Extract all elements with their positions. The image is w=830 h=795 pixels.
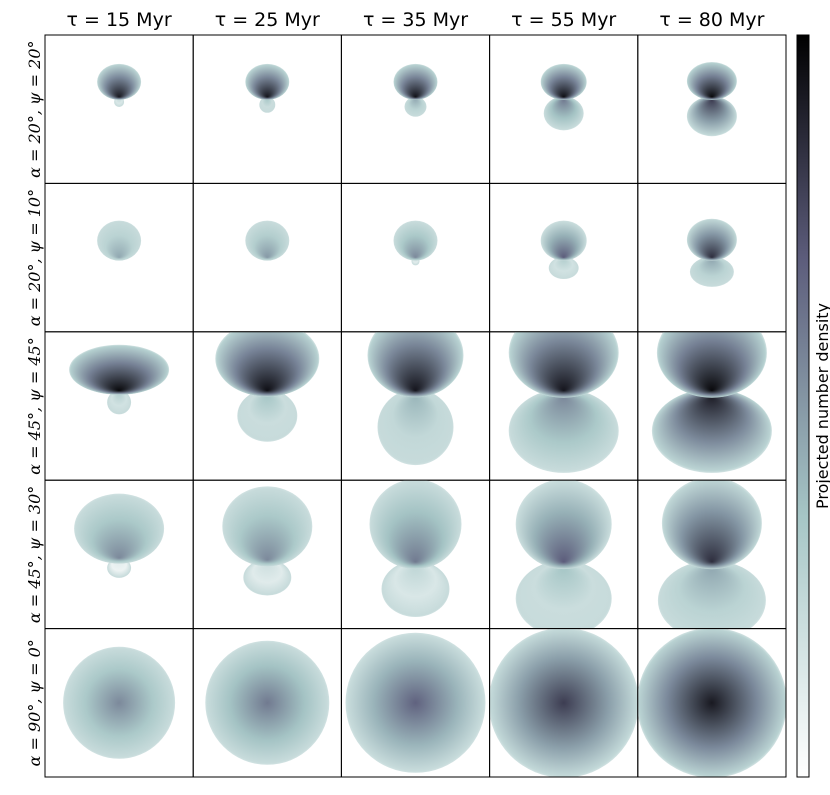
upper-lobe <box>97 220 142 261</box>
panel <box>489 34 639 184</box>
panel <box>340 331 491 481</box>
upper-lobe <box>367 331 464 398</box>
upper-lobe <box>661 480 762 570</box>
lower-lobe <box>404 96 427 117</box>
upper-lobe <box>540 220 587 261</box>
row-label: α = 20°, ψ = 20° <box>25 40 44 177</box>
upper-lobe <box>637 628 786 777</box>
panel-frame <box>44 34 194 184</box>
panel <box>192 479 342 630</box>
upper-lobe <box>393 220 438 261</box>
panel <box>192 331 342 481</box>
panel <box>340 479 491 630</box>
lower-lobe <box>657 560 766 629</box>
column-title: τ = 35 Myr <box>363 9 468 31</box>
panel <box>489 479 639 630</box>
column-title: τ = 15 Myr <box>67 9 172 31</box>
row-label: α = 45°, ψ = 30° <box>25 486 44 623</box>
upper-lobe <box>540 63 587 100</box>
lower-lobe <box>381 561 450 617</box>
lower-lobe <box>686 96 737 137</box>
row-label: α = 45°, ψ = 45° <box>25 337 44 474</box>
panel <box>44 34 194 184</box>
panel <box>44 479 194 630</box>
lower-lobe <box>651 388 772 473</box>
row-label: α = 90°, ψ = 0° <box>25 639 44 766</box>
upper-lobe <box>63 646 176 759</box>
panel <box>637 182 787 333</box>
upper-lobe <box>686 62 737 101</box>
lower-lobe <box>548 257 579 280</box>
panel <box>340 34 491 184</box>
panel <box>192 628 342 778</box>
upper-lobe <box>369 480 462 570</box>
column-title: τ = 25 Myr <box>215 9 320 31</box>
colorbar <box>796 34 810 778</box>
lower-lobe <box>508 388 619 473</box>
upper-lobe <box>245 63 290 100</box>
panel <box>340 182 491 333</box>
lower-lobe <box>243 559 292 596</box>
upper-lobe <box>508 331 619 398</box>
upper-lobe <box>222 486 313 567</box>
panel <box>489 628 639 778</box>
upper-lobe <box>345 632 486 773</box>
panels <box>44 34 787 778</box>
lower-lobe <box>107 390 132 415</box>
upper-lobe <box>205 640 330 765</box>
column-title: τ = 55 Myr <box>511 9 616 31</box>
column-title: τ = 80 Myr <box>659 9 764 31</box>
upper-lobe <box>97 63 142 100</box>
lower-lobe <box>259 96 276 113</box>
upper-lobe <box>74 493 165 564</box>
panel <box>44 331 194 481</box>
panel <box>489 182 639 333</box>
panel <box>44 628 194 778</box>
panel <box>192 182 342 333</box>
upper-lobe <box>686 218 737 261</box>
upper-lobe <box>489 628 638 777</box>
lower-lobe <box>237 389 298 442</box>
lower-lobe <box>543 96 584 131</box>
colorbar-label: Projected number density <box>813 303 830 509</box>
panel-frame <box>637 628 787 778</box>
upper-lobe <box>245 220 290 261</box>
upper-lobe <box>515 480 612 570</box>
lower-lobe <box>377 389 454 466</box>
upper-lobe <box>393 63 438 100</box>
lower-lobe <box>515 560 612 629</box>
upper-lobe <box>69 344 170 395</box>
panel <box>637 628 787 778</box>
panel <box>44 182 194 333</box>
lower-lobe <box>689 256 734 287</box>
panel <box>637 34 787 184</box>
panel <box>489 331 639 481</box>
row-label: α = 20°, ψ = 10° <box>25 189 44 326</box>
panel <box>637 331 787 481</box>
panel <box>192 34 342 184</box>
panel <box>637 479 787 630</box>
upper-lobe <box>656 331 767 398</box>
panel <box>340 628 491 778</box>
upper-lobe <box>215 331 320 397</box>
